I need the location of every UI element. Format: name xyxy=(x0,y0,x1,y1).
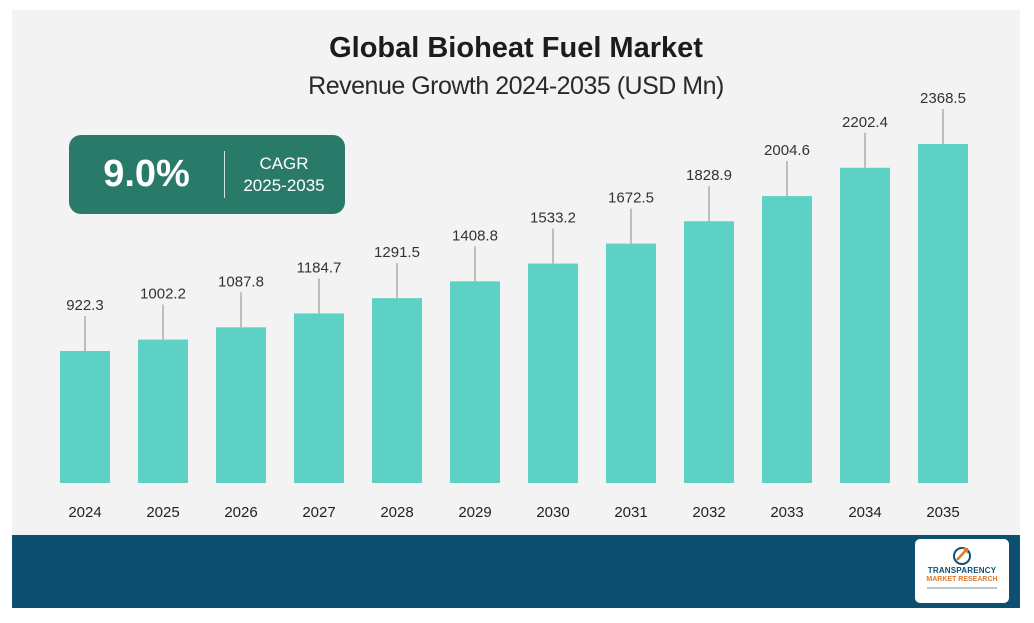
bar-2031 xyxy=(606,243,656,483)
data-label-2027: 1184.7 xyxy=(297,259,342,276)
cagr-label-title: CAGR xyxy=(259,154,309,173)
x-tick-label-2029: 2029 xyxy=(458,504,491,521)
data-label-2034: 2202.4 xyxy=(842,114,888,131)
data-label-2030: 1533.2 xyxy=(530,210,576,227)
bar-2026 xyxy=(216,327,266,483)
data-label-2024: 922.3 xyxy=(66,297,104,314)
x-tick-label-2024: 2024 xyxy=(68,504,101,521)
company-logo: TRANSPARENCY MARKET RESEARCH xyxy=(915,539,1009,603)
data-label-2033: 2004.6 xyxy=(764,142,810,159)
x-tick-label-2033: 2033 xyxy=(770,504,803,521)
bar-2024 xyxy=(60,350,110,483)
data-label-2025: 1002.2 xyxy=(140,286,186,303)
logo-text-primary: TRANSPARENCY xyxy=(927,566,997,575)
bar-2030 xyxy=(528,263,578,483)
cagr-divider xyxy=(224,151,225,198)
cagr-badge: 9.0% CAGR 2025-2035 xyxy=(69,135,345,214)
data-label-2031: 1672.5 xyxy=(608,190,654,207)
x-tick-label-2032: 2032 xyxy=(692,504,725,521)
bar-2027 xyxy=(294,313,344,483)
footer-band xyxy=(12,535,1020,608)
logo-text-secondary: MARKET RESEARCH xyxy=(926,576,998,583)
cagr-label: CAGR 2025-2035 xyxy=(229,153,339,197)
bar-2035 xyxy=(918,144,968,483)
data-label-2035: 2368.5 xyxy=(920,90,966,107)
x-tick-label-2028: 2028 xyxy=(380,504,413,521)
bar-chart: 922.3 1002.2 1087.8 1184.7 1291.5 1408.8 1533.… xyxy=(60,90,968,521)
chart-subtitle: Revenue Growth 2024-2035 (USD Mn) xyxy=(308,72,724,100)
data-label-2026: 1087.8 xyxy=(218,273,264,290)
x-tick-label-2025: 2025 xyxy=(146,504,179,521)
data-label-2032: 1828.9 xyxy=(686,167,732,184)
x-tick-label-2031: 2031 xyxy=(614,504,647,521)
logo-arrow-icon xyxy=(953,547,971,565)
bar-2028 xyxy=(372,298,422,483)
bar-2029 xyxy=(450,281,500,483)
x-tick-label-2027: 2027 xyxy=(302,504,335,521)
bar-2034 xyxy=(840,167,890,483)
x-tick-label-2026: 2026 xyxy=(224,504,257,521)
data-label-2029: 1408.8 xyxy=(452,227,498,244)
bar-2033 xyxy=(762,196,812,484)
cagr-value: 9.0% xyxy=(103,153,190,195)
cagr-label-period: 2025-2035 xyxy=(243,176,325,195)
chart-frame: Global Bioheat Fuel Market Revenue Growt… xyxy=(12,10,1020,608)
data-label-2028: 1291.5 xyxy=(374,244,420,261)
bar-2025 xyxy=(138,339,188,483)
x-tick-label-2034: 2034 xyxy=(848,504,881,521)
logo-tagline-bar xyxy=(927,587,997,589)
x-tick-label-2035: 2035 xyxy=(926,504,959,521)
chart-title: Global Bioheat Fuel Market xyxy=(329,32,703,64)
bar-2032 xyxy=(684,221,734,483)
x-tick-label-2030: 2030 xyxy=(536,504,569,521)
